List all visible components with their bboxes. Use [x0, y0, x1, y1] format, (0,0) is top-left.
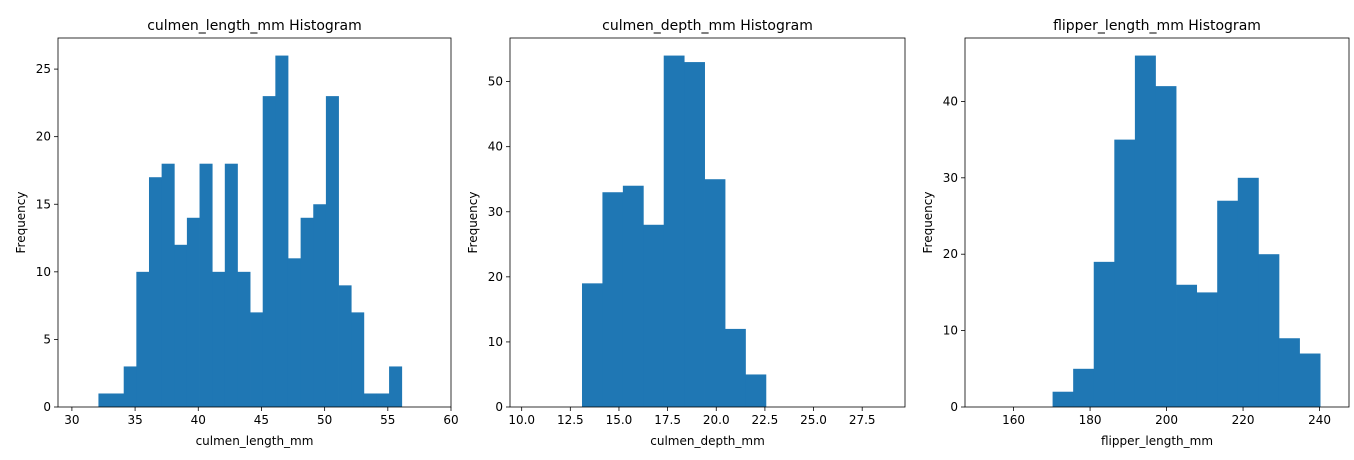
histogram-bar [237, 271, 251, 407]
x-tick-label: 200 [1155, 413, 1178, 427]
histogram-panel-1: 30 35 40 45 50 55 60 0 5 10 15 20 25 culmen_length_mm… [14, 18, 459, 448]
histogram-bar [1052, 391, 1074, 407]
x-tick-label: 220 [1232, 413, 1255, 427]
x-tick-label: 27.5 [849, 413, 876, 427]
chart-title: flipper_length_mm Histogram [1053, 18, 1261, 34]
histogram-bar [275, 55, 289, 407]
x-axis-label: culmen_depth_mm [650, 434, 765, 448]
histogram-bar [745, 374, 767, 407]
histogram-bar [602, 192, 624, 407]
histogram-bar [1114, 139, 1136, 407]
histogram-panel-2: 10.0 12.5 15.0 17.5 20.0 22.5 25.0 27.5 0 10 20 30 4… [466, 18, 906, 448]
histogram-bar [136, 271, 150, 407]
histogram-bar [123, 366, 137, 407]
y-tick-label: 0 [43, 400, 51, 414]
y-tick-label: 20 [943, 247, 958, 261]
histogram-bar [325, 96, 339, 407]
chart-title: culmen_length_mm Histogram [147, 18, 362, 34]
y-tick-label: 15 [36, 197, 51, 211]
y-axis-label: Frequency [466, 192, 480, 254]
x-tick-label: 12.5 [557, 413, 584, 427]
x-tick-label: 15.0 [606, 413, 633, 427]
histogram-bar [643, 224, 665, 407]
x-tick-label: 17.5 [654, 413, 681, 427]
histogram-bar [313, 204, 327, 407]
histogram-bar [389, 366, 403, 407]
x-tick-label: 45 [254, 413, 269, 427]
histogram-bar [581, 283, 603, 407]
y-tick-label: 20 [488, 270, 503, 284]
y-tick-label: 30 [943, 171, 958, 185]
x-tick-label: 22.5 [752, 413, 779, 427]
x-tick-label: 240 [1308, 413, 1331, 427]
histogram-bar [1073, 368, 1095, 407]
histogram-bar [1134, 55, 1156, 407]
histogram-bar [262, 96, 276, 407]
y-axis-label: Frequency [921, 192, 935, 254]
x-tick-label: 30 [64, 413, 79, 427]
axes-frame [964, 37, 1350, 408]
histogram-panel-3: 160 180 200 220 240 0 10 20 30 40 flipper_length_m… [921, 18, 1350, 448]
histogram-bar [1155, 86, 1177, 407]
y-tick-label: 5 [43, 332, 51, 346]
histogram-bar [622, 185, 644, 407]
y-tick-label: 30 [488, 205, 503, 219]
x-tick-label: 20.0 [703, 413, 730, 427]
x-tick-label: 55 [380, 413, 395, 427]
x-axis-label: flipper_length_mm [1101, 434, 1213, 448]
y-tick-label: 40 [488, 140, 503, 154]
y-axis-label: Frequency [14, 192, 28, 254]
histogram-bar [684, 62, 705, 407]
histogram-bar [363, 393, 377, 407]
histogram-bar [351, 312, 365, 407]
x-tick-label: 160 [1002, 413, 1025, 427]
histogram-bar [199, 163, 213, 407]
histogram-bar [224, 163, 238, 407]
chart-title: culmen_depth_mm Histogram [602, 18, 813, 34]
histogram-bar [1217, 200, 1239, 407]
x-tick-label: 35 [127, 413, 142, 427]
y-tick-label: 20 [36, 130, 51, 144]
axes-frame [509, 37, 906, 408]
histogram-bar [663, 55, 685, 407]
histogram-bar [300, 217, 314, 407]
histogram-bar [250, 312, 264, 407]
histogram-bar [287, 258, 302, 407]
x-tick-label: 180 [1079, 413, 1102, 427]
y-tick-label: 50 [488, 75, 503, 89]
histogram-bar [174, 244, 188, 407]
histogram-bar [1299, 353, 1321, 407]
histogram-bar [212, 271, 226, 407]
histogram-bar [376, 393, 390, 407]
histogram-bar [1196, 292, 1218, 407]
histogram-bar [111, 393, 125, 407]
histogram-bar [1278, 338, 1300, 407]
axes-frame [57, 37, 452, 408]
histogram-bar [1093, 261, 1115, 407]
x-tick-label: 60 [443, 413, 458, 427]
y-tick-label: 10 [36, 265, 51, 279]
x-tick-label: 10.0 [508, 413, 535, 427]
histogram-bar [186, 217, 200, 407]
histogram-bar [98, 393, 112, 407]
histogram-bar [1237, 177, 1259, 407]
histogram-bar [725, 328, 746, 407]
histogram-bar [1176, 284, 1198, 407]
histogram-bar [148, 177, 163, 407]
y-tick-label: 0 [495, 400, 503, 414]
y-tick-label: 0 [950, 400, 958, 414]
x-axis-label: culmen_length_mm [196, 434, 314, 448]
histogram-bar [1258, 254, 1280, 407]
x-tick-label: 25.0 [800, 413, 827, 427]
y-tick-label: 10 [488, 335, 503, 349]
histogram-bar [338, 285, 352, 407]
x-tick-label: 50 [317, 413, 332, 427]
x-tick-label: 40 [191, 413, 206, 427]
y-tick-label: 10 [943, 324, 958, 338]
y-tick-label: 40 [943, 94, 958, 108]
y-tick-label: 25 [36, 62, 51, 76]
histogram-bar [161, 163, 175, 407]
histogram-bar [704, 179, 726, 407]
